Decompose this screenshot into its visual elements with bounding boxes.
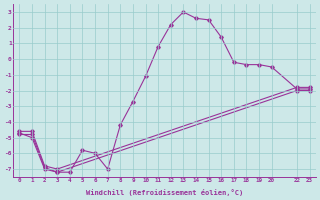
X-axis label: Windchill (Refroidissement éolien,°C): Windchill (Refroidissement éolien,°C) [86, 189, 243, 196]
